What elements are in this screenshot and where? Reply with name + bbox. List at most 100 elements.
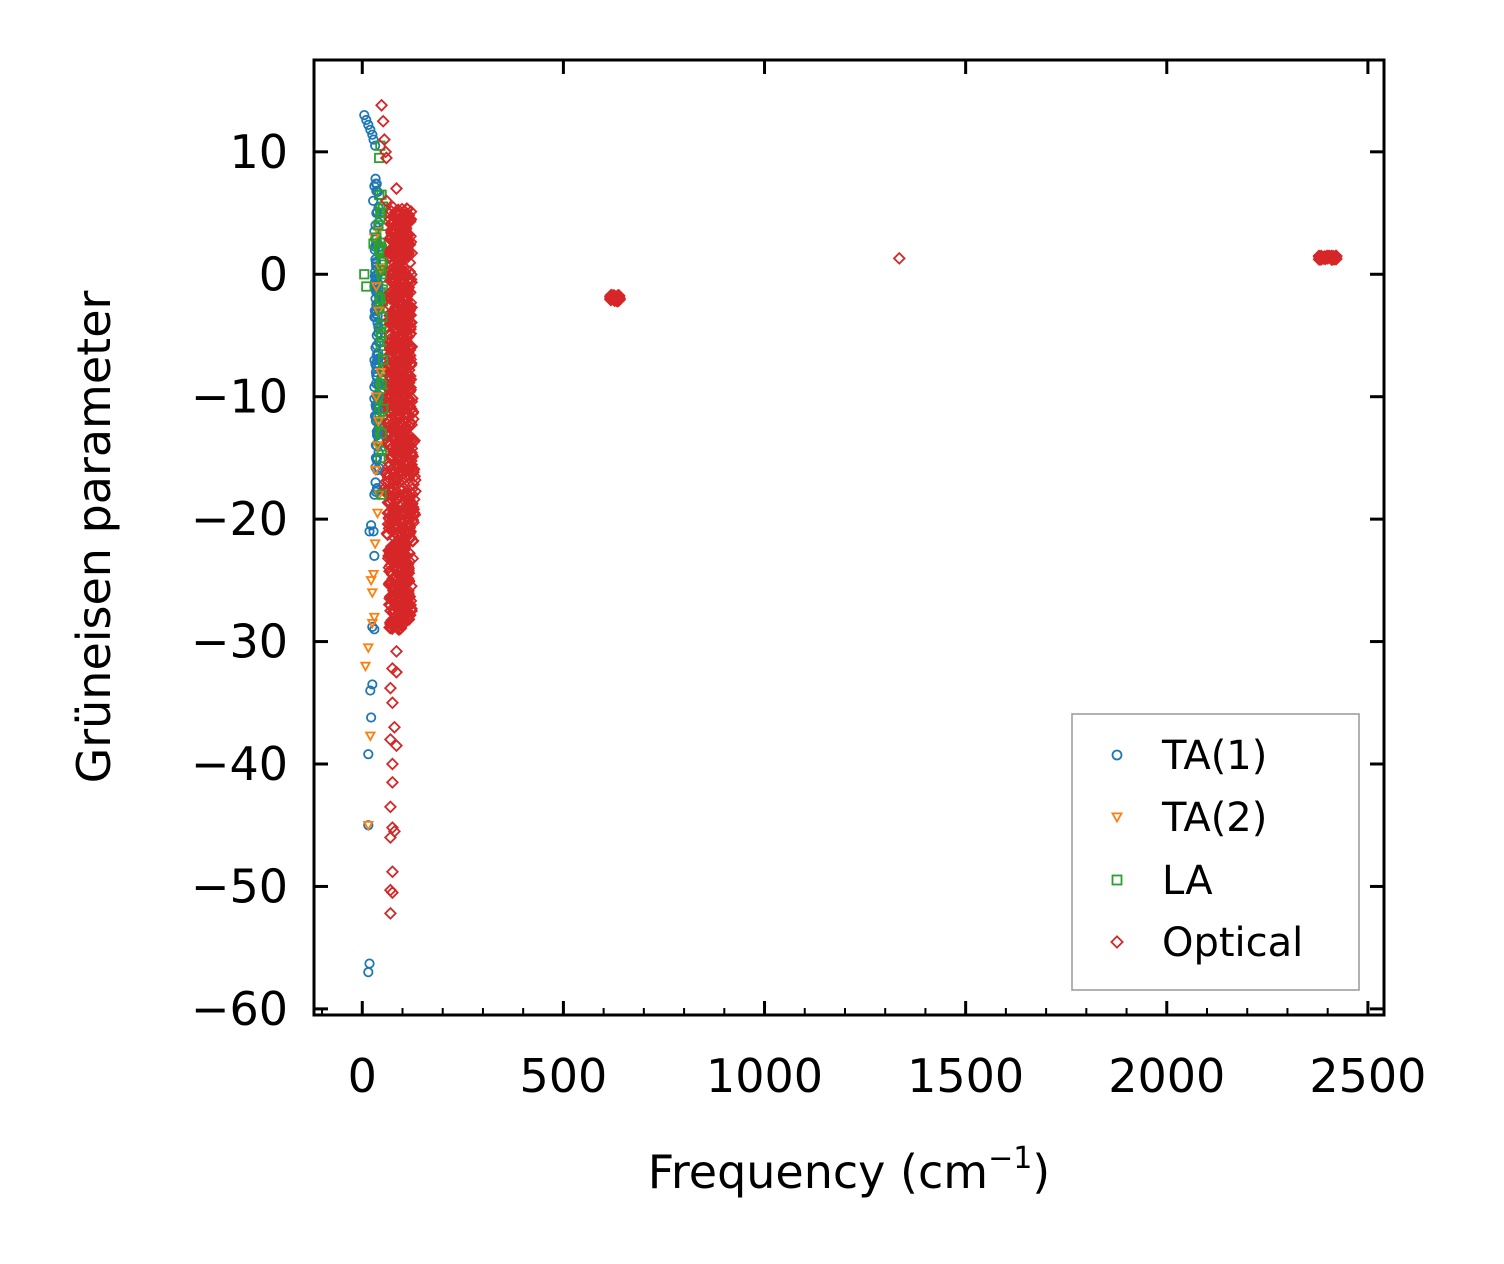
data-point — [370, 477, 381, 488]
data-point — [386, 365, 400, 379]
legend-item-ta-2-: TA(2) — [1110, 795, 1267, 841]
y-tick-label: −20 — [191, 492, 288, 546]
x-tick-label: 0 — [348, 1049, 377, 1103]
dense-band-optical — [378, 200, 422, 636]
data-point — [372, 227, 385, 238]
data-point — [406, 488, 420, 502]
data-point — [397, 543, 412, 557]
data-point — [613, 292, 627, 306]
x-tick-label: 2500 — [1309, 1049, 1426, 1103]
data-point — [383, 732, 397, 747]
data-point — [359, 269, 370, 280]
data-point — [381, 470, 395, 484]
legend-label: TA(2) — [1161, 795, 1267, 841]
data-point — [366, 520, 377, 531]
data-point — [399, 328, 414, 342]
data-point — [385, 231, 399, 245]
data-point — [376, 189, 387, 200]
data-point — [369, 465, 382, 477]
y-tick-label: −50 — [191, 859, 288, 913]
series-ta-2- — [359, 227, 387, 832]
data-point — [402, 573, 416, 587]
data-point — [365, 685, 376, 696]
data-point — [383, 906, 397, 920]
data-point — [367, 679, 378, 690]
data-point — [359, 109, 370, 121]
x-tick-label: 1500 — [907, 1049, 1024, 1103]
data-point — [402, 457, 416, 471]
data-point — [389, 665, 403, 679]
data-point — [381, 475, 395, 489]
data-point — [385, 757, 399, 771]
data-point — [385, 886, 399, 900]
legend-label: LA — [1162, 858, 1213, 904]
x-tick-label: 1000 — [706, 1049, 823, 1103]
data-point — [373, 220, 384, 231]
data-point — [398, 414, 412, 428]
data-point — [402, 561, 416, 575]
data-point — [397, 481, 411, 495]
data-point — [400, 207, 414, 221]
y-tick-label: −30 — [191, 615, 288, 669]
y-tick-label: −60 — [191, 982, 288, 1036]
data-point — [389, 182, 403, 196]
scatter-points — [359, 98, 1343, 978]
data-point — [374, 263, 387, 275]
data-point — [376, 379, 387, 390]
legend-marker-diamond — [1110, 935, 1124, 949]
data-point — [892, 251, 906, 265]
data-point — [376, 489, 387, 500]
data-point — [399, 598, 414, 612]
plot-frame — [312, 58, 1386, 1017]
data-point — [384, 615, 398, 629]
data-point — [383, 518, 397, 532]
data-point — [404, 602, 418, 616]
data-point — [365, 124, 376, 135]
y-tick-label: 10 — [229, 125, 288, 179]
series-la — [359, 140, 389, 500]
data-point — [384, 204, 398, 218]
data-point — [363, 119, 374, 130]
data-point — [1329, 251, 1343, 265]
data-point — [364, 731, 377, 742]
x-tick-label: 2000 — [1108, 1049, 1225, 1103]
data-point — [402, 363, 416, 377]
data-point — [396, 430, 410, 444]
data-point — [370, 342, 381, 353]
data-point — [390, 602, 404, 616]
data-point — [387, 561, 401, 575]
data-point — [402, 384, 416, 398]
data-point — [387, 400, 401, 414]
data-point — [391, 261, 405, 275]
data-point — [387, 249, 401, 263]
data-point — [383, 547, 397, 561]
data-point — [395, 528, 409, 542]
data-point — [383, 830, 397, 844]
x-axis-label: Frequency (cm−1) — [648, 1141, 1051, 1199]
data-point — [376, 330, 387, 341]
data-point — [385, 696, 399, 710]
data-point — [367, 621, 378, 632]
data-point — [364, 526, 375, 537]
data-point — [362, 820, 375, 832]
data-point — [378, 354, 389, 366]
data-point — [401, 300, 415, 314]
data-point — [372, 416, 385, 428]
data-point — [385, 576, 399, 590]
data-point — [367, 129, 378, 140]
data-point — [404, 316, 418, 330]
data-point — [387, 225, 401, 239]
data-point — [371, 508, 384, 520]
data-point — [385, 775, 399, 789]
data-point — [403, 304, 417, 318]
data-point — [369, 539, 381, 550]
data-point — [395, 542, 409, 556]
data-point — [390, 303, 404, 317]
data-point — [374, 152, 385, 164]
x-axis-ticks: 0 500 1000 1500 2000 2500 — [321, 60, 1426, 1103]
data-point — [395, 579, 410, 593]
data-point — [372, 354, 383, 366]
data-point — [382, 398, 396, 412]
